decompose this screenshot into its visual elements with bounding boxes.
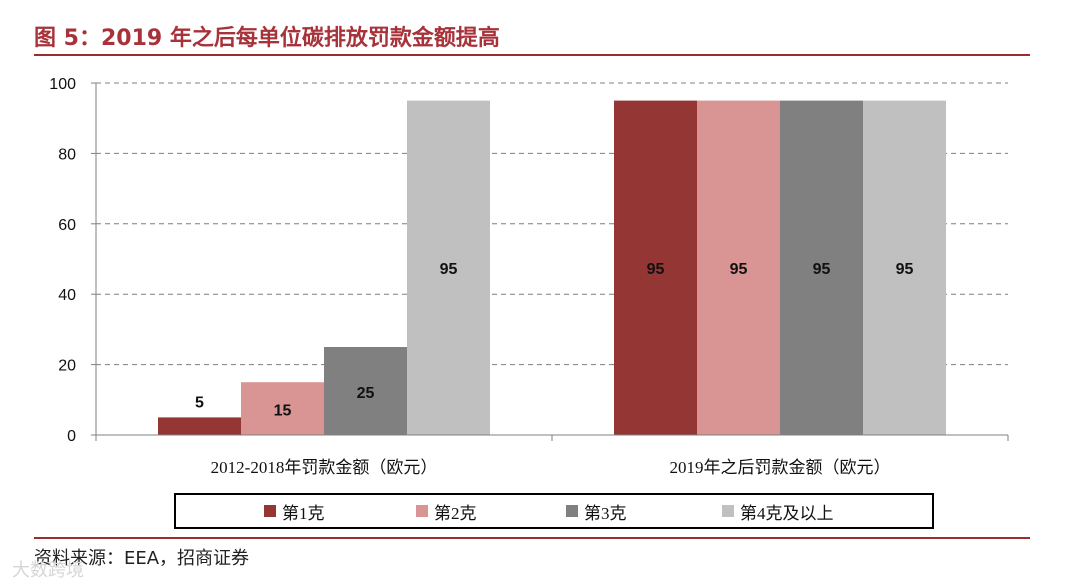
legend-item: 第4克及以上: [722, 495, 834, 527]
y-tick-label: 60: [58, 217, 76, 234]
watermark: 大数跨境: [12, 560, 84, 581]
y-tick-label: 20: [58, 358, 76, 375]
chart-title: 图 5：2019 年之后每单位碳排放罚款金额提高: [34, 26, 500, 51]
bar: [697, 100, 780, 435]
legend: 第1克 第2克 第3克 第4克及以上: [174, 493, 934, 529]
title-divider: [34, 54, 1030, 56]
legend-item: 第3克: [566, 495, 627, 527]
legend-swatch: [264, 505, 276, 517]
category-label: 2012-2018年罚款金额（欧元）: [211, 458, 438, 477]
legend-label: 第2克: [434, 503, 477, 523]
legend-swatch: [722, 505, 734, 517]
legend-label: 第1克: [282, 503, 325, 523]
data-label: 95: [813, 261, 831, 278]
bar: [158, 417, 241, 435]
data-label: 25: [357, 385, 375, 402]
data-label: 95: [730, 261, 748, 278]
data-label: 5: [195, 394, 204, 411]
data-label: 95: [647, 261, 665, 278]
axes: [91, 82, 1009, 441]
legend-item: 第1克: [264, 495, 325, 527]
bar: [780, 100, 863, 435]
bar: [324, 347, 407, 435]
y-tick-label: 0: [67, 428, 76, 445]
legend-label: 第4克及以上: [740, 503, 834, 523]
labels: 0 20 40 60 80 100 5 15 25 95 2012-2018年罚款金额（欧元） 95 9…: [49, 76, 913, 477]
y-tick-label: 100: [49, 76, 76, 93]
footer-divider: [34, 537, 1030, 539]
data-label: 15: [274, 403, 292, 420]
bar: [407, 100, 490, 435]
bars: [158, 100, 946, 435]
source-note: 资料来源：EEA，招商证券: [34, 548, 250, 569]
data-label: 95: [440, 261, 458, 278]
bar: [614, 100, 697, 435]
data-label: 95: [896, 261, 914, 278]
bar: [863, 100, 946, 435]
category-label: 2019年之后罚款金额（欧元）: [670, 458, 891, 477]
y-tick-label: 40: [58, 287, 76, 304]
legend-swatch: [416, 505, 428, 517]
legend-item: 第2克: [416, 495, 477, 527]
legend-swatch: [566, 505, 578, 517]
y-tick-label: 80: [58, 146, 76, 163]
bar-chart: 0 20 40 60 80 100 5 15 25 95 2012-2018年罚款金额（欧元） 95 9…: [49, 76, 1009, 477]
legend-label: 第3克: [584, 503, 627, 523]
bar: [241, 382, 324, 435]
